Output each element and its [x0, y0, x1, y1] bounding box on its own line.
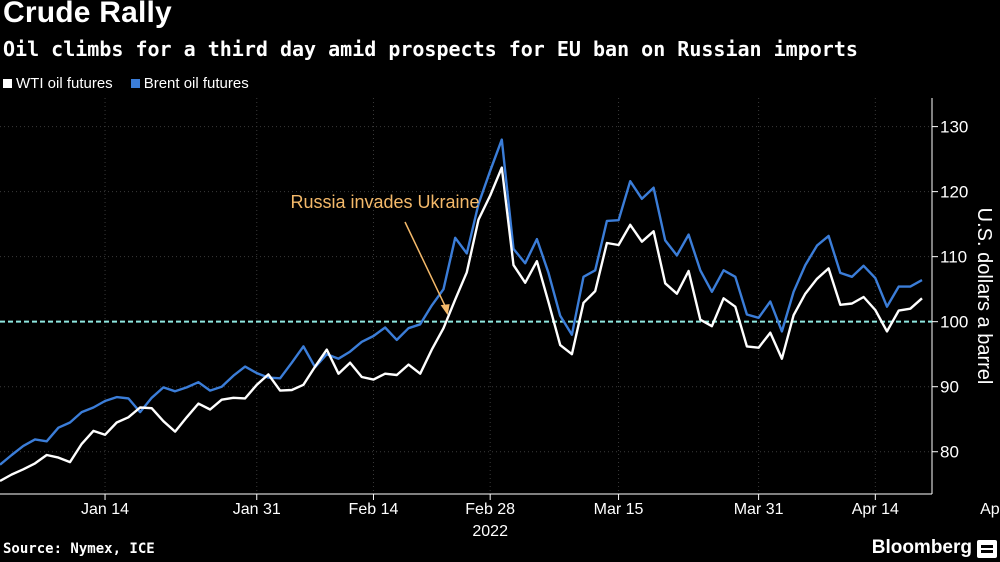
bloomberg-logo-icon: [977, 540, 997, 558]
x-tick-label-4: Mar 15: [594, 501, 644, 518]
x-tick-label-6: Apr 14: [852, 501, 899, 518]
annotation-group: Russia invades Ukraine: [290, 192, 480, 316]
y-tick-label-100: 100: [940, 313, 968, 332]
gridlines: [0, 98, 932, 494]
series-line: [0, 166, 923, 483]
y-tick-label-80: 80: [940, 443, 959, 462]
series-lines: [0, 138, 923, 483]
source-note: Source: Nymex, ICE: [3, 541, 155, 557]
legend-label-brent: Brent oil futures: [143, 75, 249, 92]
legend-label-wti: WTI oil futures: [16, 75, 113, 92]
y-tick-label-110: 110: [940, 248, 967, 267]
legend-item-brent: Brent oil futures: [130, 75, 249, 92]
annotation-label: Russia invades Ukraine: [290, 192, 479, 212]
legend: WTI oil futures Brent oil futures: [3, 75, 249, 92]
chart-subtitle: Oil climbs for a third day amid prospect…: [3, 37, 858, 61]
annotation-arrow-shaft: [404, 221, 447, 308]
y-tick-label-130: 130: [940, 118, 968, 137]
x-axis-year-label: 2022: [472, 523, 508, 540]
series-brent-oil-futures: [0, 138, 923, 466]
legend-swatch-brent: [130, 79, 140, 88]
x-tick-label-0: Jan 14: [81, 501, 129, 518]
series-wti-oil-futures: [0, 166, 923, 483]
brand-name: Bloomberg: [871, 537, 972, 558]
legend-swatch-wti: [3, 79, 12, 88]
x-tick-label-2: Feb 14: [349, 501, 399, 518]
x-tick-label-7: Apr 29: [980, 501, 1000, 518]
annotation-arrow-head: [440, 304, 450, 316]
x-tick-label-1: Jan 31: [233, 501, 281, 518]
legend-item-wti: WTI oil futures: [3, 75, 113, 92]
y-tick-label-120: 120: [940, 183, 968, 202]
series-line: [0, 138, 923, 466]
y-tick-label-90: 90: [940, 378, 959, 397]
axes: 80 90 100 110 120 130 Jan 14 Jan 31 Feb 14 Feb 28…: [0, 98, 1000, 540]
chart-title: Crude Rally: [3, 0, 172, 29]
x-tick-label-3: Feb 28: [465, 501, 515, 518]
y-axis-title: U.S. dollars a barrel: [973, 208, 995, 385]
x-tick-label-5: Mar 31: [734, 501, 784, 518]
